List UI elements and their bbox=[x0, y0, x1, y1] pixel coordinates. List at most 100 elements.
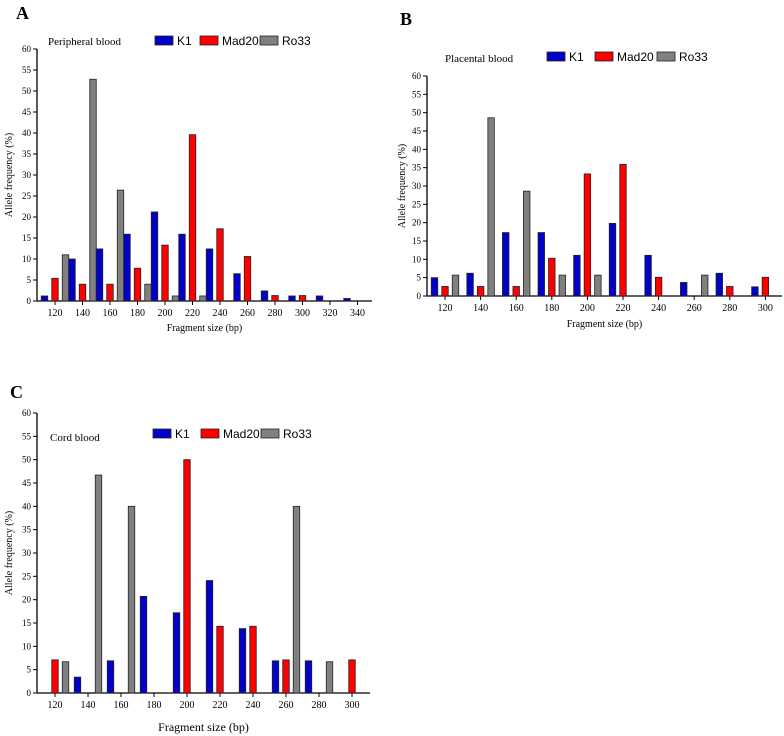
bar-K1-280 bbox=[715, 272, 723, 297]
bar-K1-180 bbox=[537, 232, 545, 297]
bar-Mad20-240 bbox=[654, 276, 663, 297]
legend-label-Ro33: Ro33 bbox=[679, 50, 708, 64]
bar-K1-220 bbox=[178, 233, 186, 302]
y-tick-label: 35 bbox=[22, 525, 32, 535]
bar-Mad20-220 bbox=[216, 625, 224, 694]
bar-Ro33-140 bbox=[94, 474, 103, 694]
bar-K1-180 bbox=[123, 233, 131, 302]
x-tick-label: 220 bbox=[185, 308, 200, 319]
bar-K1-140 bbox=[73, 676, 82, 694]
legend-label-Mad20: Mad20 bbox=[617, 50, 654, 64]
bar-Mad20-200 bbox=[183, 459, 191, 694]
x-tick-label: 280 bbox=[268, 308, 283, 319]
legend-swatch-K1 bbox=[152, 428, 172, 439]
y-tick-label: 30 bbox=[22, 170, 32, 180]
y-tick-label: 15 bbox=[22, 618, 32, 628]
bar-Ro33-260 bbox=[292, 505, 301, 694]
y-tick-label: 35 bbox=[22, 149, 32, 159]
bar-Ro33-280 bbox=[325, 661, 334, 694]
bar-Mad20-180 bbox=[548, 257, 556, 297]
y-axis-label: Allele frequency (%) bbox=[4, 133, 15, 217]
bar-K1-160 bbox=[106, 660, 115, 694]
x-tick-label: 160 bbox=[509, 303, 524, 314]
x-tick-label: 240 bbox=[651, 303, 666, 314]
bar-Ro33-200 bbox=[594, 274, 602, 297]
x-tick-label: 260 bbox=[240, 308, 255, 319]
x-tick-label: 240 bbox=[213, 308, 228, 319]
bar-Mad20-200 bbox=[161, 244, 169, 302]
bar-Mad20-200 bbox=[583, 173, 592, 297]
x-tick-label: 120 bbox=[48, 308, 63, 319]
panel-label: A bbox=[16, 3, 29, 23]
bar-Mad20-240 bbox=[249, 625, 257, 694]
legend-label-K1: K1 bbox=[177, 34, 192, 48]
x-tick-label: 120 bbox=[438, 303, 453, 314]
bar-K1-120 bbox=[40, 295, 49, 302]
y-tick-label: 50 bbox=[22, 86, 32, 96]
bar-Ro33-140 bbox=[89, 78, 97, 302]
y-tick-label: 45 bbox=[412, 126, 422, 136]
y-tick-label: 30 bbox=[412, 181, 422, 191]
legend-label-Ro33: Ro33 bbox=[282, 34, 311, 48]
x-tick-label: 180 bbox=[544, 303, 559, 314]
y-tick-label: 20 bbox=[22, 212, 32, 222]
x-tick-label: 180 bbox=[130, 308, 145, 319]
bar-K1-180 bbox=[139, 596, 148, 694]
x-tick-label: 140 bbox=[75, 308, 90, 319]
x-tick-label: 140 bbox=[81, 700, 96, 711]
bar-Ro33-140 bbox=[487, 117, 495, 297]
panel-label: B bbox=[400, 9, 412, 29]
legend-label-K1: K1 bbox=[175, 427, 190, 441]
bar-K1-240 bbox=[205, 248, 214, 302]
bar-K1-260 bbox=[680, 282, 688, 297]
bar-Ro33-160 bbox=[523, 190, 531, 297]
x-tick-label: 260 bbox=[279, 700, 294, 711]
bar-Mad20-160 bbox=[106, 283, 114, 302]
bar-K1-140 bbox=[68, 258, 76, 302]
legend-label-Ro33: Ro33 bbox=[283, 427, 312, 441]
legend-swatch-K1 bbox=[546, 51, 566, 62]
bar-Mad20-240 bbox=[216, 228, 224, 302]
y-tick-label: 15 bbox=[22, 233, 32, 243]
bar-K1-200 bbox=[150, 211, 159, 302]
y-tick-label: 45 bbox=[22, 478, 32, 488]
y-tick-label: 55 bbox=[22, 431, 32, 441]
bar-K1-140 bbox=[466, 272, 474, 297]
legend-swatch-Mad20 bbox=[199, 35, 219, 46]
x-tick-label: 200 bbox=[158, 308, 173, 319]
x-tick-label: 140 bbox=[473, 303, 488, 314]
y-tick-label: 30 bbox=[22, 548, 32, 558]
y-tick-label: 10 bbox=[412, 254, 422, 264]
y-tick-label: 25 bbox=[412, 199, 422, 209]
y-tick-label: 20 bbox=[22, 595, 32, 605]
panel-B: B Placental blood K1 Mad20 Ro33 0 5 10 15 20 25 30 3… bbox=[397, 9, 782, 330]
x-tick-label: 120 bbox=[48, 700, 63, 711]
y-tick-label: 5 bbox=[417, 273, 422, 283]
y-tick-label: 5 bbox=[27, 665, 32, 675]
chart-title: Peripheral blood bbox=[48, 36, 122, 48]
bar-Mad20-180 bbox=[133, 267, 142, 302]
bar-K1-300 bbox=[751, 286, 759, 297]
y-tick-label: 35 bbox=[412, 163, 422, 173]
x-tick-label: 180 bbox=[147, 700, 162, 711]
panel-A: A Peripheral blood K1 Mad20 Ro33 0 5 10 15 20 25 30… bbox=[4, 3, 372, 334]
bar-Mad20-160 bbox=[512, 286, 520, 297]
y-tick-label: 50 bbox=[412, 108, 422, 118]
bar-Mad20-120 bbox=[441, 286, 449, 297]
legend-swatch-Ro33 bbox=[260, 428, 280, 439]
x-tick-label: 240 bbox=[246, 700, 261, 711]
y-axis-label: Allele frequency (%) bbox=[397, 144, 408, 228]
x-tick-label: 160 bbox=[103, 308, 118, 319]
x-tick-label: 280 bbox=[312, 700, 327, 711]
bar-K1-220 bbox=[608, 222, 617, 297]
y-tick-label: 60 bbox=[22, 408, 32, 418]
x-tick-label: 220 bbox=[213, 700, 228, 711]
bar-Ro33-260 bbox=[701, 274, 709, 297]
y-tick-label: 0 bbox=[417, 291, 422, 301]
bar-Mad20-280 bbox=[271, 295, 279, 302]
x-tick-label: 160 bbox=[114, 700, 129, 711]
bar-Ro33-160 bbox=[116, 189, 125, 302]
y-tick-label: 50 bbox=[22, 455, 32, 465]
bar-Ro33-120 bbox=[61, 254, 70, 302]
y-tick-label: 55 bbox=[22, 65, 32, 75]
